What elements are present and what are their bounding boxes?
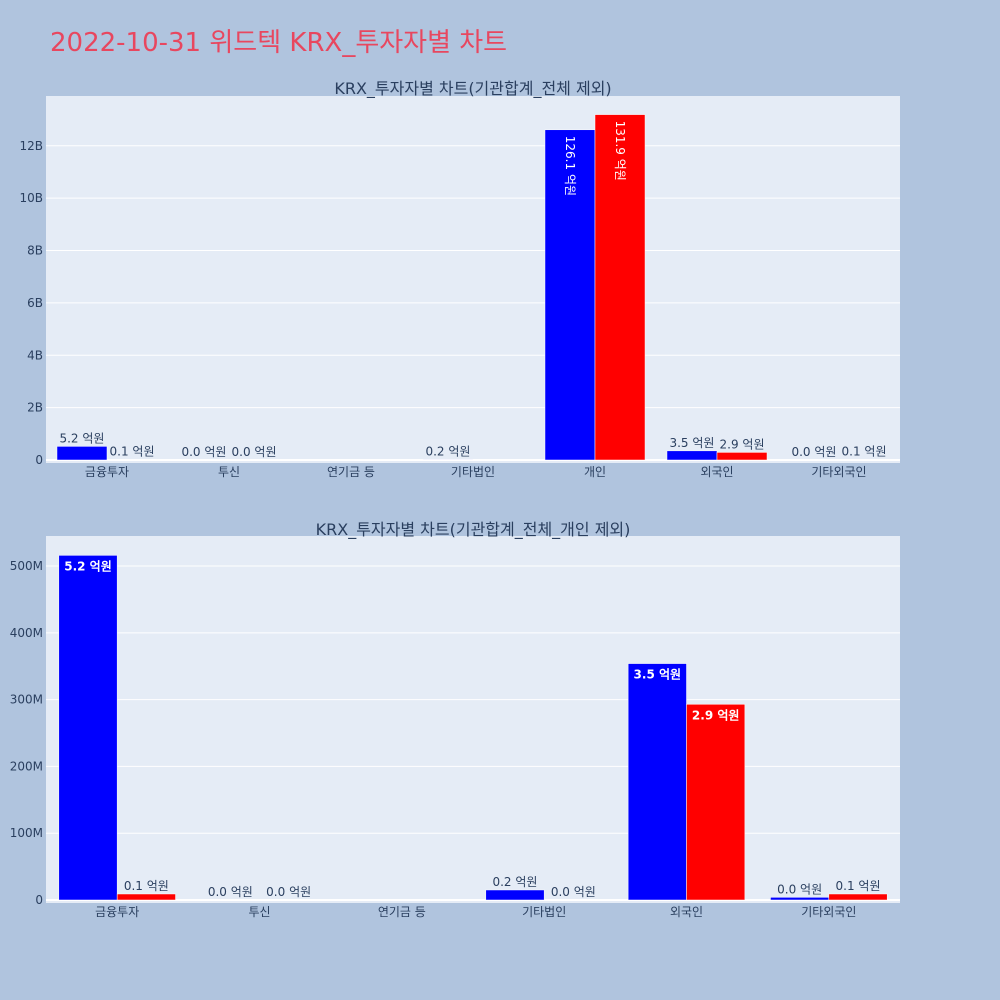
upper-plot-area: [46, 96, 900, 463]
upper-data-label: 0.1 억원: [110, 445, 155, 459]
upper-data-label: 2.9 억원: [720, 437, 765, 451]
upper-ytick-label: 6B: [27, 296, 43, 310]
lower-data-label: 0.1 억원: [124, 879, 169, 893]
lower-xtick-label: 기타외국인: [801, 905, 856, 919]
lower-bar: [627, 663, 687, 901]
upper-ytick-label: 10B: [19, 191, 43, 205]
upper-bar: [56, 446, 108, 461]
lower-ytick-label: 300M: [10, 693, 43, 707]
lower-data-label: 0.2 억원: [492, 875, 537, 889]
lower-bar: [686, 704, 746, 901]
upper-xtick-label: 연기금 등: [327, 465, 375, 479]
upper-xtick-label: 외국인: [700, 465, 733, 479]
upper-ytick-label: 12B: [19, 139, 43, 153]
upper-xtick-label: 기타외국인: [811, 465, 866, 479]
upper-ytick-label: 2B: [27, 401, 43, 415]
lower-ytick-label: 0: [35, 893, 43, 907]
lower-data-label: 0.0 억원: [777, 882, 822, 896]
upper-data-label: 0.2 억원: [425, 444, 470, 458]
upper-data-label: 0.0 억원: [791, 445, 836, 459]
lower-ytick-label: 400M: [10, 626, 43, 640]
lower-bar: [828, 893, 888, 901]
lower-ytick-label: 100M: [10, 826, 43, 840]
lower-bar: [770, 897, 830, 901]
upper-bar: [422, 459, 474, 461]
upper-data-label: 0.0 억원: [181, 445, 226, 459]
upper-data-label: 0.0 억원: [232, 445, 277, 459]
lower-data-label: 5.2 억원: [64, 559, 112, 573]
upper-bar: [594, 114, 646, 461]
lower-chart-title: KRX_투자자별 차트(기관합계_전체_개인 제외): [316, 520, 631, 540]
lower-xtick-label: 외국인: [670, 905, 703, 919]
lower-xtick-label: 기타법인: [522, 905, 566, 919]
lower-ytick-label: 500M: [10, 559, 43, 573]
upper-data-label: 0.1 억원: [842, 445, 887, 459]
upper-ytick-label: 0: [35, 453, 43, 467]
lower-plot-area: [46, 536, 900, 903]
lower-data-label: 3.5 억원: [634, 668, 682, 682]
upper-data-label: 3.5 억원: [669, 436, 714, 450]
lower-ytick-label: 200M: [10, 759, 43, 773]
upper-bar: [666, 450, 718, 461]
upper-chart-title: KRX_투자자별 차트(기관합계_전체 제외): [334, 79, 611, 99]
upper-ytick-label: 4B: [27, 348, 43, 362]
lower-bar: [58, 555, 118, 901]
upper-xtick-label: 금융투자: [85, 465, 129, 479]
upper-bar: [716, 452, 768, 461]
lower-data-label: 0.1 억원: [836, 879, 881, 893]
lower-data-label: 2.9 억원: [692, 708, 740, 722]
lower-xtick-label: 금융투자: [95, 905, 139, 919]
upper-data-label: 5.2 억원: [59, 431, 104, 445]
page-title: 2022-10-31 위드텍 KRX_투자자별 차트: [50, 28, 508, 58]
upper-chart: KRX_투자자별 차트(기관합계_전체 제외) 0 2B 4B 6B 8B 10B 12B 금…: [19, 79, 900, 479]
lower-data-label: 0.0 억원: [266, 885, 311, 899]
lower-bar: [485, 889, 545, 901]
upper-data-label: 126.1 억원: [563, 136, 577, 196]
lower-chart: KRX_투자자별 차트(기관합계_전체_개인 제외) 0 100M 200M 300M…: [10, 520, 900, 919]
upper-xtick-label: 기타법인: [451, 465, 495, 479]
upper-xtick-label: 투신: [218, 465, 240, 479]
lower-xtick-label: 투신: [248, 905, 270, 919]
upper-bar: [544, 129, 596, 461]
upper-xtick-label: 개인: [584, 465, 606, 479]
lower-xtick-label: 연기금 등: [378, 905, 426, 919]
lower-bar: [116, 893, 176, 901]
lower-data-label: 0.0 억원: [551, 885, 596, 899]
upper-ytick-label: 8B: [27, 244, 43, 258]
lower-data-label: 0.0 억원: [208, 885, 253, 899]
upper-data-label: 131.9 억원: [613, 121, 627, 181]
